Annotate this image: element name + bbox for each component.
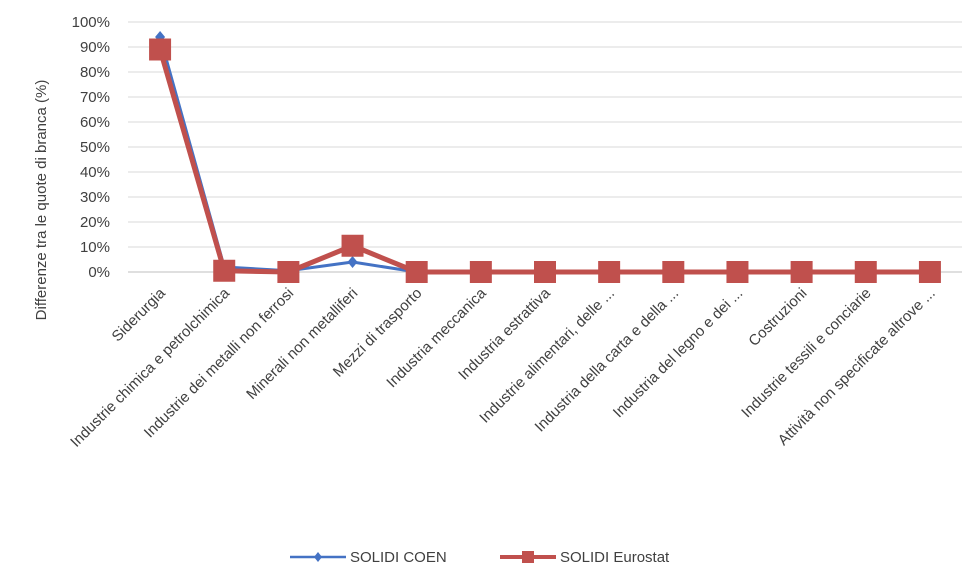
x-tick-label: Industria del legno e dei ... [610, 285, 746, 421]
data-point-square [149, 38, 172, 61]
series-line [157, 48, 930, 275]
y-tick-label: 60% [80, 114, 110, 131]
data-point-diamond [347, 256, 358, 268]
data-point-square [213, 259, 236, 282]
data-point-square [469, 261, 492, 283]
data-point-square [405, 261, 428, 283]
x-tick-label: Costruzioni [745, 285, 810, 350]
data-point-square [534, 261, 556, 283]
legend-label: SOLIDI Eurostat [560, 549, 670, 566]
gridlines [128, 21, 962, 273]
y-tick-label: 10% [80, 239, 110, 256]
y-tick-label: 90% [80, 39, 110, 56]
y-tick-label: 80% [80, 64, 110, 81]
data-point-square [598, 261, 621, 283]
series-solidi-coen [155, 31, 935, 278]
y-tick-label: 30% [80, 189, 110, 206]
y-tick-label: 20% [80, 214, 110, 231]
y-tick-label: 70% [80, 89, 110, 106]
y-tick-label: 40% [80, 164, 110, 181]
data-point-square [918, 261, 941, 283]
data-point-square [790, 261, 813, 283]
y-tick-label: 0% [88, 264, 110, 281]
legend-label: SOLIDI COEN [350, 549, 447, 566]
legend-marker-square [522, 551, 534, 563]
legend-marker-diamond [314, 552, 322, 562]
series-solidi-eurostat [149, 38, 941, 283]
y-axis-label: Differenze tra le quote di branca (%) [33, 80, 50, 321]
data-point-square [277, 261, 300, 283]
x-tick-label: Minerali non metalliferi [243, 285, 361, 403]
x-tick-label: Industrie alimentari, delle ... [476, 285, 618, 427]
y-tick-label: 50% [80, 139, 110, 156]
y-tick-label: 100% [72, 14, 110, 31]
legend: SOLIDI COEN SOLIDI Eurostat [290, 549, 670, 566]
data-point-square [341, 234, 364, 257]
data-point-square [726, 261, 749, 283]
x-tick-label: Siderurgia [109, 284, 170, 345]
legend-item: SOLIDI Eurostat [500, 549, 670, 566]
x-tick-label: Industrie tessili e conciarie [738, 285, 874, 421]
data-point-square [854, 261, 877, 283]
data-point-square [662, 261, 685, 283]
y-axis-ticks: 0% 10% 20% 30% 40% 50% 60% 70% 80% 90% 100% [72, 14, 110, 281]
legend-item: SOLIDI COEN [290, 549, 447, 566]
series-lines [149, 31, 941, 283]
